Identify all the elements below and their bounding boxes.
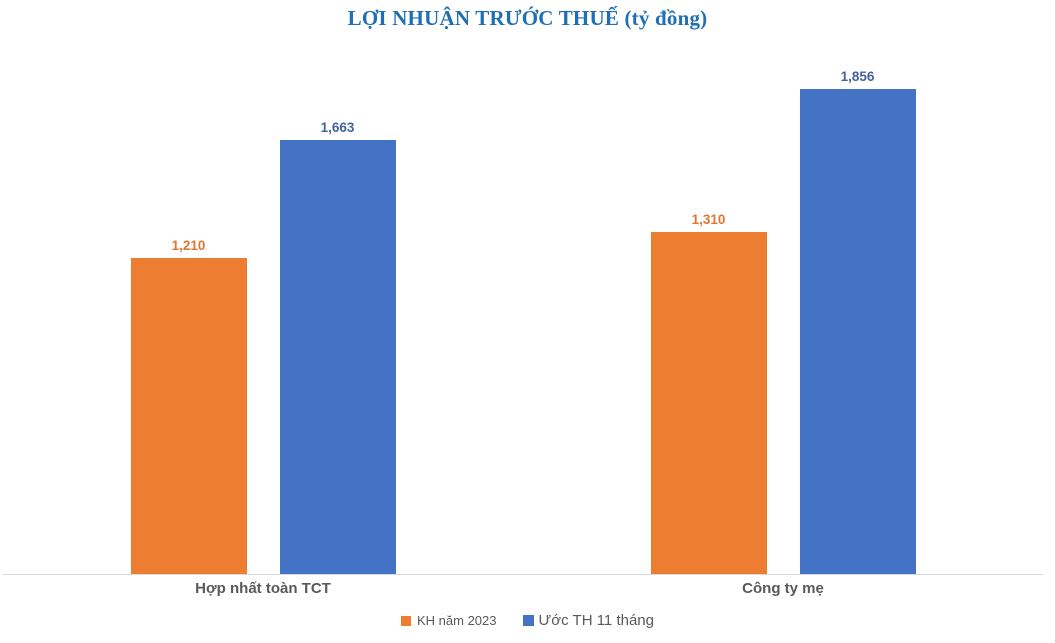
legend-swatch-blue-icon bbox=[522, 615, 534, 626]
bar-value-label: 1,856 bbox=[840, 69, 875, 84]
bar-value-label: 1,210 bbox=[171, 238, 206, 253]
category-label-cong-ty-me: Công ty mẹ bbox=[742, 580, 824, 597]
chart-legend: KH năm 2023 Ước TH 11 tháng bbox=[0, 612, 1055, 629]
bar-kh-nam-2023-cong-ty-me bbox=[650, 232, 767, 575]
bar-wrapper: 1,856 bbox=[799, 69, 916, 575]
bar-value-label: 1,663 bbox=[320, 120, 355, 135]
bar-value-label: 1,310 bbox=[691, 212, 726, 227]
category-axis: Hợp nhất toàn TCT Công ty mẹ bbox=[3, 580, 1043, 604]
chart-title: LỢI NHUẬN TRƯỚC THUẾ (tỷ đồng) bbox=[347, 6, 708, 30]
legend-label: KH năm 2023 bbox=[417, 613, 497, 628]
bar-uoc-th-11-thang-cong-ty-me bbox=[799, 89, 916, 575]
legend-item-uoc-th-11-thang: Ước TH 11 tháng bbox=[522, 612, 654, 629]
category-group-cong-ty-me: 1,310 1,856 bbox=[523, 40, 1043, 575]
category-group-hop-nhat-toan-tct: 1,210 1,663 bbox=[3, 40, 523, 575]
bar-wrapper: 1,210 bbox=[130, 238, 247, 575]
x-axis-line bbox=[3, 574, 1043, 575]
plot-area: 1,210 1,663 1,310 1,856 bbox=[3, 40, 1043, 575]
category-label-hop-nhat-toan-tct: Hợp nhất toàn TCT bbox=[195, 580, 331, 597]
legend-label: Ước TH 11 tháng bbox=[538, 612, 654, 629]
bar-wrapper: 1,310 bbox=[650, 212, 767, 575]
legend-swatch-orange-icon bbox=[401, 615, 411, 626]
bar-wrapper: 1,663 bbox=[279, 120, 396, 575]
bar-kh-nam-2023-hop-nhat bbox=[130, 258, 247, 575]
bar-uoc-th-11-thang-hop-nhat bbox=[279, 140, 396, 575]
legend-item-kh-nam-2023: KH năm 2023 bbox=[401, 613, 497, 628]
